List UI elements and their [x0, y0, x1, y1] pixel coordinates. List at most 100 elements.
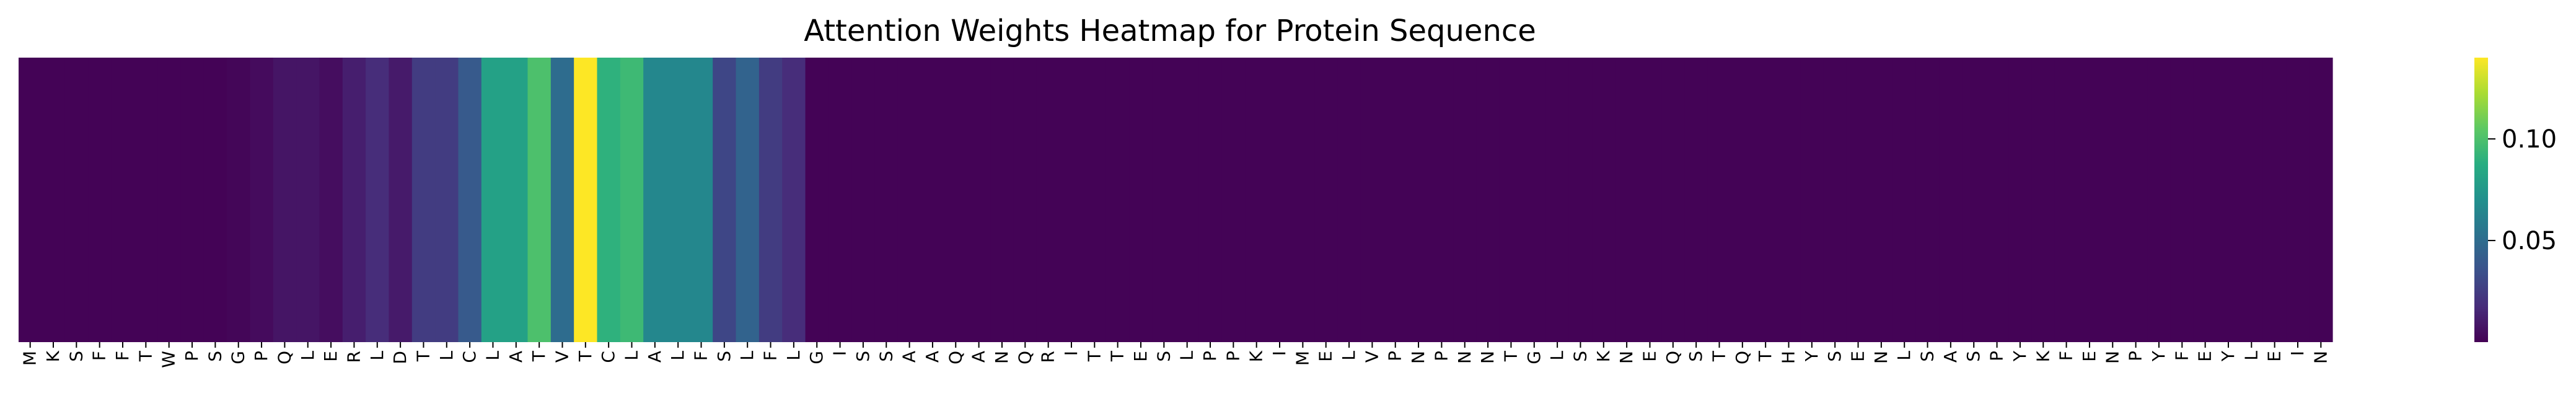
x-tick-label: P: [1385, 351, 1405, 361]
x-tick-label: T: [575, 350, 596, 362]
x-tick-label: S: [1917, 351, 1938, 362]
x-tick-label: L: [297, 351, 318, 361]
heatmap-cell: [273, 58, 297, 342]
heatmap-cell: [2054, 58, 2078, 342]
heatmap-cell: [1823, 58, 1847, 342]
x-tick-label: I: [830, 351, 850, 356]
heatmap-cell: [851, 58, 876, 342]
heatmap-cell: [1198, 58, 1223, 342]
heatmap-cell: [1800, 58, 1824, 342]
heatmap-cell: [1152, 58, 1176, 342]
x-tick-label: P: [251, 351, 271, 361]
x-tick-label: L: [667, 351, 688, 361]
heatmap-cell: [1615, 58, 1639, 342]
x-tick-label: P: [1431, 351, 1451, 361]
x-tick-label: K: [43, 350, 63, 362]
x-tick-label: L: [1547, 351, 1567, 361]
x-tick-label: F: [691, 351, 711, 361]
heatmap-cell: [828, 58, 852, 342]
heatmap-cell: [2101, 58, 2125, 342]
x-tick-label: S: [66, 351, 86, 362]
x-tick-label: N: [1616, 351, 1637, 364]
heatmap-cell: [643, 58, 667, 342]
heatmap-cell: [481, 58, 505, 342]
x-tick-label: P: [1200, 351, 1220, 361]
heatmap-cell: [1985, 58, 2009, 342]
x-tick-label: N: [1408, 351, 1428, 364]
heatmap-cell: [111, 58, 135, 342]
x-tick-label: Y: [2010, 350, 2030, 362]
x-tick-label: E: [1848, 351, 1868, 362]
heatmap-cell: [1846, 58, 1870, 342]
x-tick-label: S: [1153, 351, 1174, 362]
heatmap-cell: [758, 58, 783, 342]
heatmap-cell: [2031, 58, 2055, 342]
x-tick-label: T: [135, 350, 156, 362]
heatmap-cell: [527, 58, 552, 342]
heatmap-cell: [389, 58, 413, 342]
heatmap-cell: [1962, 58, 1986, 342]
heatmap-cell: [2124, 58, 2148, 342]
heatmap-cell: [1245, 58, 1268, 342]
heatmap-cell: [42, 58, 66, 342]
heatmap-cell: [64, 58, 89, 342]
x-tick-label: F: [760, 351, 781, 361]
x-tick-label: M: [1292, 351, 1312, 366]
x-tick-label: A: [922, 351, 943, 363]
heatmap-cell: [203, 58, 227, 342]
heatmap-cell: [666, 58, 690, 342]
x-tick-label: F: [2171, 351, 2192, 361]
x-tick-label: P: [1987, 351, 2007, 361]
x-tick-label: G: [228, 351, 248, 364]
x-tick-label: L: [783, 351, 804, 361]
x-tick-label: L: [737, 351, 757, 361]
x-tick-label: S: [204, 351, 225, 362]
heatmap-cell: [1661, 58, 1686, 342]
x-tick-label: E: [2264, 351, 2285, 362]
x-tick-label: G: [1524, 351, 1544, 364]
heatmap-cells: [19, 58, 2333, 342]
x-tick-label: S: [1824, 351, 1845, 362]
colorbar-tick-label: 0.10: [2502, 125, 2557, 154]
heatmap-cell: [897, 58, 921, 342]
heatmap-cell: [1430, 58, 1454, 342]
heatmap-cell: [1453, 58, 1477, 342]
heatmap-cell: [1337, 58, 1361, 342]
x-tick-label: Q: [1014, 351, 1035, 364]
heatmap-cell: [1129, 58, 1153, 342]
x-tick-label: M: [20, 351, 40, 366]
heatmap-cell: [1036, 58, 1060, 342]
x-tick-label: K: [1246, 350, 1267, 362]
heatmap-cell: [319, 58, 343, 342]
heatmap-cell: [1870, 58, 1894, 342]
heatmap-cell: [250, 58, 274, 342]
x-tick-label: C: [598, 351, 618, 363]
x-tick-label: S: [876, 351, 896, 362]
x-tick-label: Y: [2148, 350, 2169, 362]
x-tick-label: W: [159, 351, 179, 368]
x-tick-label: I: [1269, 351, 1290, 356]
heatmap-cell: [1314, 58, 1338, 342]
x-tick-label: R: [1038, 351, 1058, 363]
heatmap-cell: [2240, 58, 2264, 342]
heatmap-cell: [1754, 58, 1778, 342]
heatmap-cell: [874, 58, 899, 342]
x-tick-label: S: [853, 351, 873, 362]
x-tick-label: V: [552, 351, 572, 363]
x-tick-label: T: [1500, 350, 1521, 362]
x-tick-label: K: [2033, 350, 2053, 362]
x-tick-label: L: [2241, 351, 2261, 361]
x-tick-label: Y: [2218, 350, 2238, 362]
heatmap-cell: [1106, 58, 1130, 342]
heatmap-cell: [366, 58, 390, 342]
heatmap-cell: [1176, 58, 1199, 342]
heatmap-cell: [1592, 58, 1616, 342]
heatmap-cell: [713, 58, 737, 342]
x-tick-label: N: [2310, 351, 2331, 364]
heatmap-cell: [1915, 58, 1940, 342]
heatmap-cell: [1221, 58, 1246, 342]
heatmap-cell: [967, 58, 991, 342]
heatmap-cell: [1892, 58, 1917, 342]
